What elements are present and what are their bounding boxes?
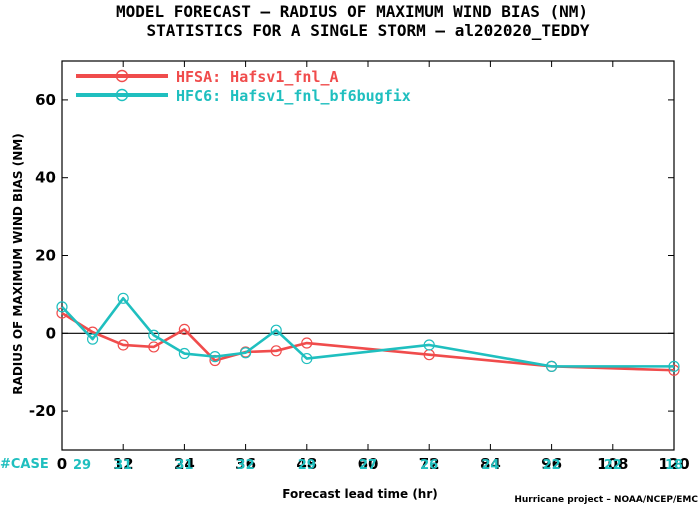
legend-marker-2 <box>115 88 129 102</box>
case-count: 32 <box>237 458 255 473</box>
series-2-point <box>545 360 558 372</box>
x-tick-label: 0 <box>57 455 67 473</box>
x-tick-label: 36 <box>235 455 256 473</box>
case-count: 31 <box>114 458 132 473</box>
series-2-point <box>668 360 680 372</box>
chart-subtitle: STATISTICS FOR A SINGLE STORM – al202020… <box>146 21 589 40</box>
x-tick-label: 96 <box>541 455 562 473</box>
series-1-point <box>117 339 129 351</box>
plot-frame <box>61 60 675 451</box>
x-tick-label: 84 <box>480 455 501 473</box>
case-count: 27 <box>359 458 377 473</box>
case-count: 22 <box>543 458 561 473</box>
credit-text: Hurricane project – NOAA/NCEP/EMC <box>514 495 698 505</box>
y-tick-label: 40 <box>35 169 56 187</box>
case-count: 29 <box>73 458 91 473</box>
case-count-label: #CASE <box>0 457 49 472</box>
case-counts: 29 31 31 32 29 27 26 24 22 22 18 <box>73 458 683 473</box>
x-tick-label: 72 <box>419 455 440 473</box>
x-tick-label: 48 <box>296 455 317 473</box>
x-tick-label: 120 <box>658 455 689 473</box>
case-count: 29 <box>298 458 316 473</box>
y-tick-label: 20 <box>35 247 56 265</box>
series-2-point <box>56 301 68 313</box>
y-tick-label: 0 <box>46 324 56 342</box>
series-2-point <box>148 329 160 341</box>
series-1-point <box>178 323 190 336</box>
case-count: 31 <box>175 458 193 473</box>
legend-marker-1 <box>115 69 129 83</box>
legend-entry-1: HFSA: Hafsv1_fnl_A <box>176 68 339 86</box>
x-axis-label: Forecast lead time (hr) <box>282 487 438 501</box>
series-2-point <box>117 292 129 304</box>
series-2-point <box>209 351 221 363</box>
plot-area: 0 12 24 36 48 60 72 84 96 108 120 -20 0 20 40 60 <box>29 60 690 473</box>
series-line-2 <box>61 296 674 368</box>
y-axis-label-group: RADIUS OF MAXIMUM WIND BIAS (NM) <box>11 133 25 394</box>
y-tick-label: -20 <box>29 402 56 420</box>
x-tick-label: 12 <box>113 455 134 473</box>
series-2-point <box>423 339 435 351</box>
x-tick-label: 24 <box>174 455 195 473</box>
x-tick-label: 108 <box>597 455 628 473</box>
case-count: 24 <box>481 458 499 473</box>
case-count: 18 <box>665 458 683 473</box>
series-1-point <box>270 345 282 357</box>
case-count: 22 <box>604 458 622 473</box>
series-2-point <box>240 347 252 359</box>
series-2-point <box>270 324 282 336</box>
legend-entry-2: HFC6: Hafsv1_fnl_bf6bugfix <box>176 87 411 105</box>
y-tick-label: 60 <box>35 91 56 109</box>
series-1-point <box>148 341 160 353</box>
case-count: 26 <box>420 458 438 473</box>
series-2-point <box>178 347 190 360</box>
y-axis-label: RADIUS OF MAXIMUM WIND BIAS (NM) <box>11 133 25 394</box>
series-1-point <box>301 337 313 349</box>
x-tick-label: 60 <box>358 455 379 473</box>
series-2-point <box>86 333 99 345</box>
series-2-point <box>301 352 313 365</box>
chart-title: MODEL FORECAST – RADIUS OF MAXIMUM WIND … <box>116 2 588 21</box>
